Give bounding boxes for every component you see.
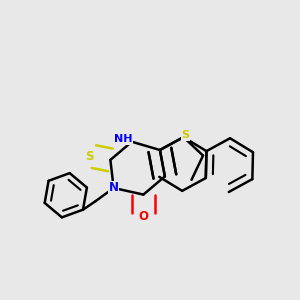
Text: N: N: [109, 182, 119, 194]
Text: NH: NH: [114, 134, 133, 144]
Text: S: S: [181, 130, 189, 140]
Text: S: S: [85, 150, 93, 163]
Text: O: O: [138, 209, 148, 223]
